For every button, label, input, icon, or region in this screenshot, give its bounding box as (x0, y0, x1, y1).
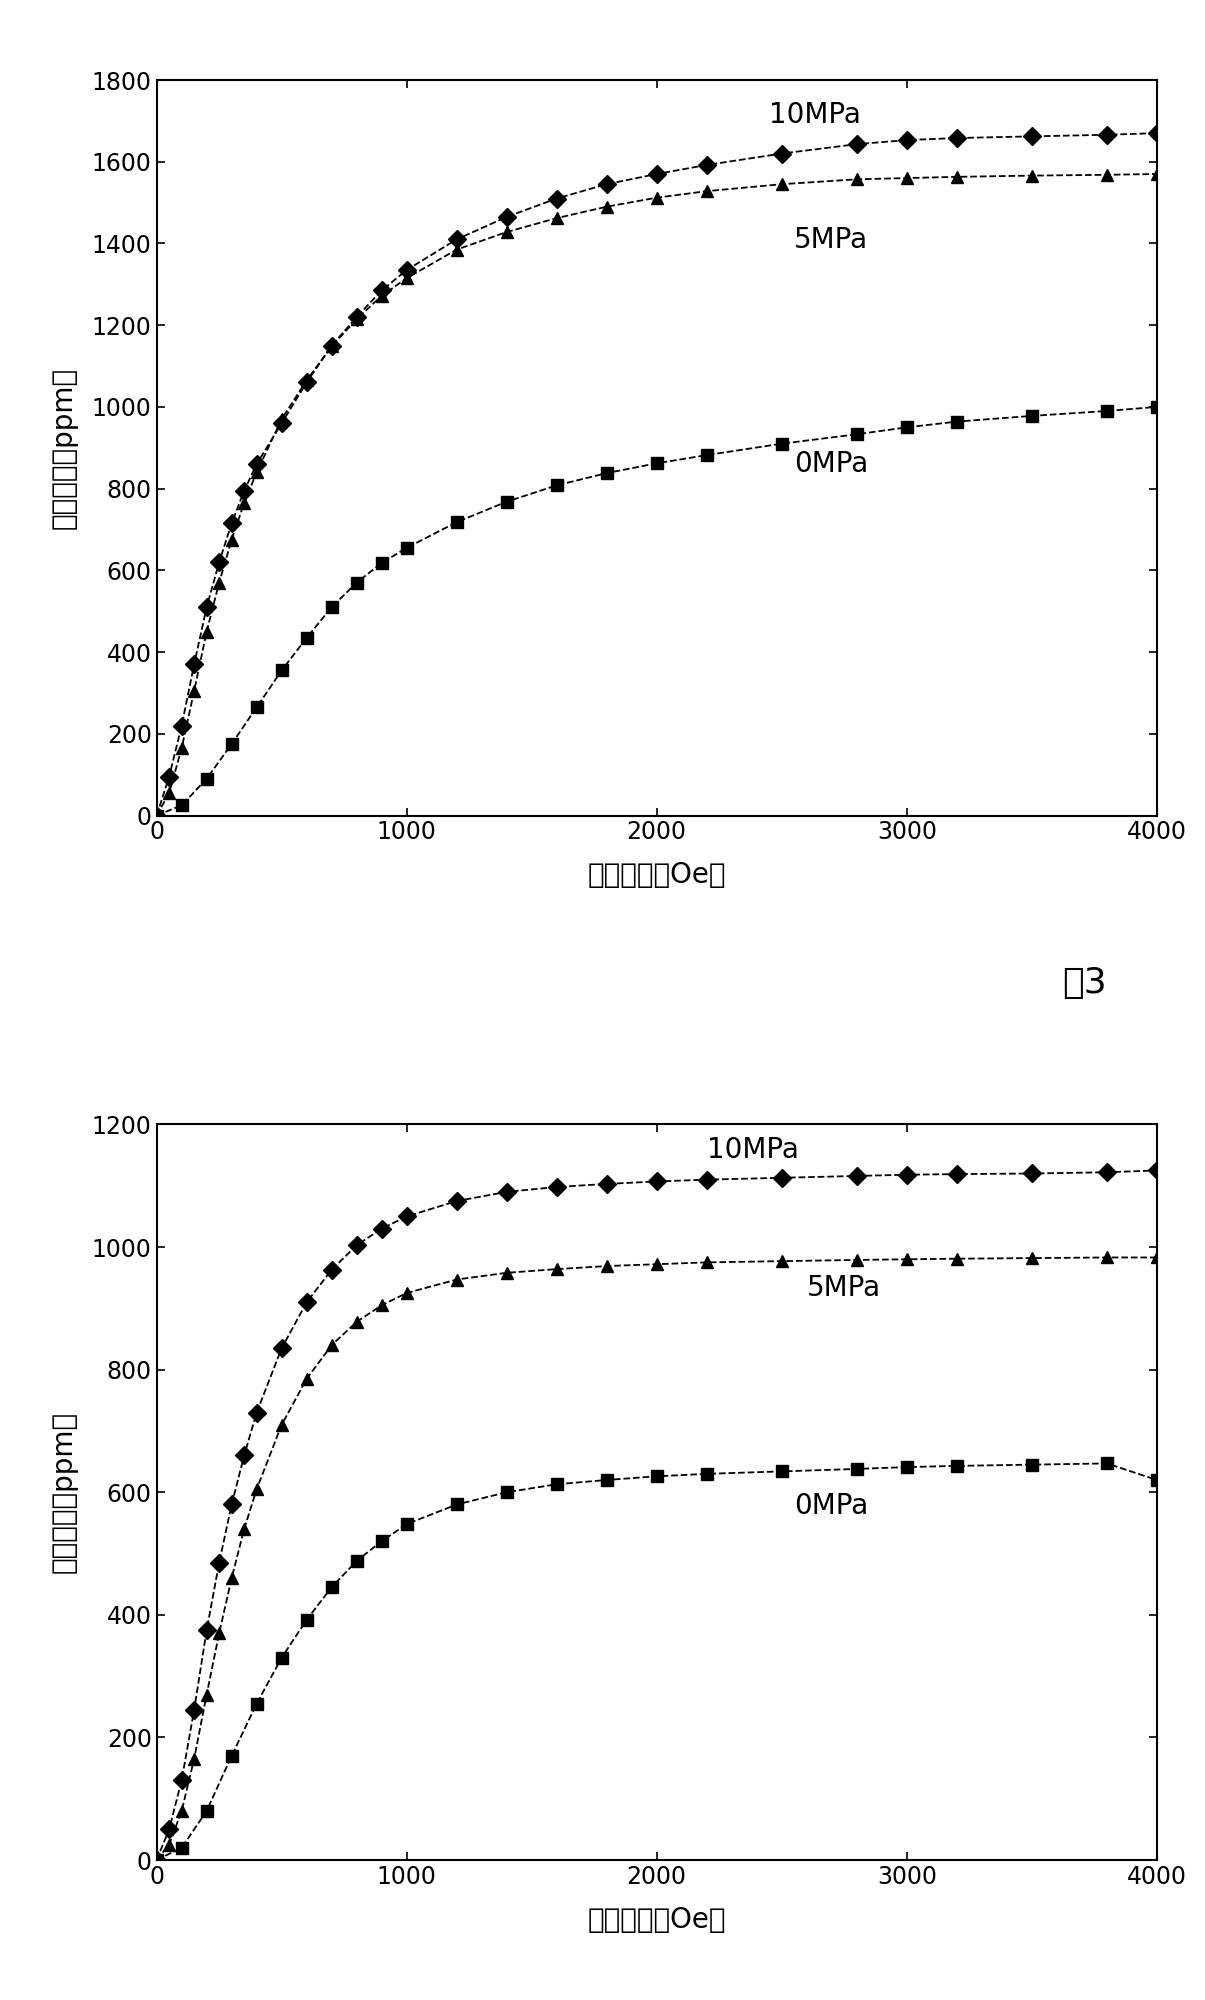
Text: 5MPa: 5MPa (794, 226, 869, 254)
Text: 10MPa: 10MPa (769, 100, 862, 128)
Text: 0MPa: 0MPa (794, 1492, 869, 1520)
Text: 5MPa: 5MPa (807, 1274, 881, 1302)
Text: 图3: 图3 (1062, 966, 1107, 1000)
Text: 10MPa: 10MPa (706, 1136, 799, 1164)
X-axis label: 磁场强度（Oe）: 磁场强度（Oe） (588, 862, 725, 890)
Text: 0MPa: 0MPa (794, 450, 869, 478)
Y-axis label: 磁致伸缩（ppm）: 磁致伸缩（ppm） (49, 366, 78, 528)
X-axis label: 磁场强度（Oe）: 磁场强度（Oe） (588, 1906, 725, 1934)
Y-axis label: 磁致伸缩（ppm）: 磁致伸缩（ppm） (51, 1412, 78, 1574)
